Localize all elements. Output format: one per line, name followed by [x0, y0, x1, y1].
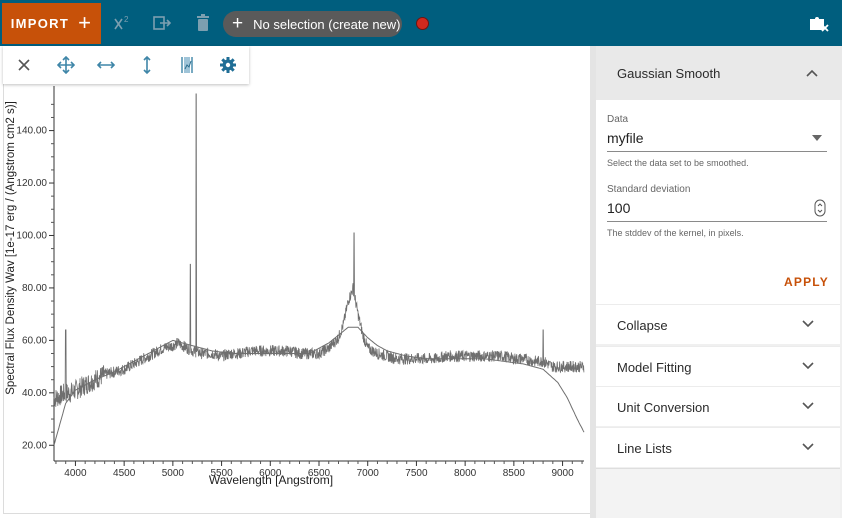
y-axis-label: Spectral Flux Density Wav [1e-17 erg / (…: [5, 101, 17, 395]
spectrum-viewer[interactable]: 4000 4500 5000 5500 6000 6500 7000 7500 8000 8500…: [3, 46, 590, 514]
trash-icon[interactable]: [192, 12, 214, 34]
gear-icon[interactable]: [217, 54, 239, 76]
dropdown-arrow-icon[interactable]: [812, 135, 822, 141]
vertical-zoom-icon[interactable]: [136, 54, 158, 76]
y-tick-label: 20.00: [22, 440, 47, 451]
y-tick-label: 80.00: [22, 283, 47, 294]
unit-conversion-header[interactable]: Unit Conversion: [596, 386, 840, 426]
plus-icon: +: [232, 12, 244, 34]
x-tick-label: 6000: [259, 468, 282, 479]
horizontal-zoom-icon[interactable]: [95, 54, 117, 76]
x-tick-label: 8500: [503, 468, 526, 479]
gaussian-smooth-title: Gaussian Smooth: [617, 66, 721, 81]
gaussian-smooth-body: Data myfile Select the data set to be sm…: [596, 100, 840, 306]
x-tick-label: 4500: [113, 468, 136, 479]
x-tick-label: 7000: [357, 468, 380, 479]
pan-zoom-icon[interactable]: [55, 54, 77, 76]
model-fitting-title: Model Fitting: [617, 360, 692, 375]
data-field-hint: Select the data set to be smoothed.: [607, 158, 749, 168]
panel-divider[interactable]: [590, 46, 596, 518]
x-tick-label: 9000: [551, 468, 574, 479]
collapse-header[interactable]: Collapse: [596, 304, 840, 344]
record-icon[interactable]: [416, 17, 429, 30]
x-tick-label: 5500: [210, 468, 233, 479]
import-label: IMPORT: [10, 16, 70, 31]
smoothed-line: [53, 326, 585, 446]
y-tick-label: 40.00: [22, 388, 47, 399]
model-fitting-header[interactable]: Model Fitting: [596, 346, 840, 386]
spectrum-line: [53, 93, 585, 407]
x-tick-label: 6500: [308, 468, 331, 479]
chevron-down-icon[interactable]: [802, 443, 814, 451]
close-icon[interactable]: [13, 54, 35, 76]
selection-chip[interactable]: + No selection (create new): [223, 11, 402, 37]
select-range-icon[interactable]: [176, 54, 198, 76]
import-button[interactable]: IMPORT +: [2, 3, 101, 44]
chevron-down-icon[interactable]: [802, 402, 814, 410]
plot-series: [53, 93, 585, 446]
selection-label: No selection (create new): [253, 16, 401, 32]
std-field-hint: The stddev of the kernel, in pixels.: [607, 228, 744, 238]
y-tick-label: 100.00: [16, 230, 47, 241]
collapse-title: Collapse: [617, 318, 668, 333]
top-toolbar: IMPORT + 2 + No selection (create new): [0, 0, 842, 46]
svg-text:2: 2: [124, 15, 129, 24]
std-field-underline: [607, 221, 827, 222]
panel-footer: [596, 468, 840, 518]
gaussian-smooth-header[interactable]: Gaussian Smooth: [596, 46, 842, 100]
number-stepper-icon[interactable]: [814, 199, 826, 217]
chevron-down-icon[interactable]: [802, 320, 814, 328]
line-lists-title: Line Lists: [617, 441, 672, 456]
spectrum-plot[interactable]: 4000 4500 5000 5500 6000 6500 7000 7500 8000 8500…: [4, 46, 591, 514]
puzzle-close-icon[interactable]: [808, 12, 830, 34]
export-icon[interactable]: [151, 12, 173, 34]
data-select[interactable]: myfile: [607, 130, 644, 146]
unit-conversion-title: Unit Conversion: [617, 400, 710, 415]
std-field-label: Standard deviation: [607, 184, 691, 195]
chi-square-icon[interactable]: 2: [111, 12, 133, 34]
data-field-underline: [607, 151, 827, 152]
plot-axes: [53, 86, 584, 462]
plot-ticks: 4000 4500 5000 5500 6000 6500 7000 7500 8000 8500…: [16, 103, 583, 479]
y-tick-label: 60.00: [22, 335, 47, 346]
x-tick-label: 7500: [405, 468, 428, 479]
x-tick-label: 8000: [454, 468, 477, 479]
apply-button[interactable]: APPLY: [784, 275, 829, 289]
chevron-down-icon[interactable]: [802, 362, 814, 370]
x-axis-label: Wavelength [Angstrom]: [209, 473, 333, 487]
y-tick-label: 140.00: [16, 126, 47, 137]
std-input[interactable]: 100: [607, 200, 631, 216]
chevron-up-icon[interactable]: [806, 69, 818, 77]
plus-icon: +: [78, 9, 93, 35]
y-tick-label: 120.00: [16, 178, 47, 189]
x-tick-label: 5000: [162, 468, 185, 479]
x-tick-label: 4000: [64, 468, 87, 479]
viewer-toolbar: [3, 46, 249, 84]
plugin-panel: Gaussian Smooth Data myfile Select the d…: [596, 46, 842, 518]
line-lists-header[interactable]: Line Lists: [596, 427, 840, 467]
data-field-label: Data: [607, 114, 629, 125]
